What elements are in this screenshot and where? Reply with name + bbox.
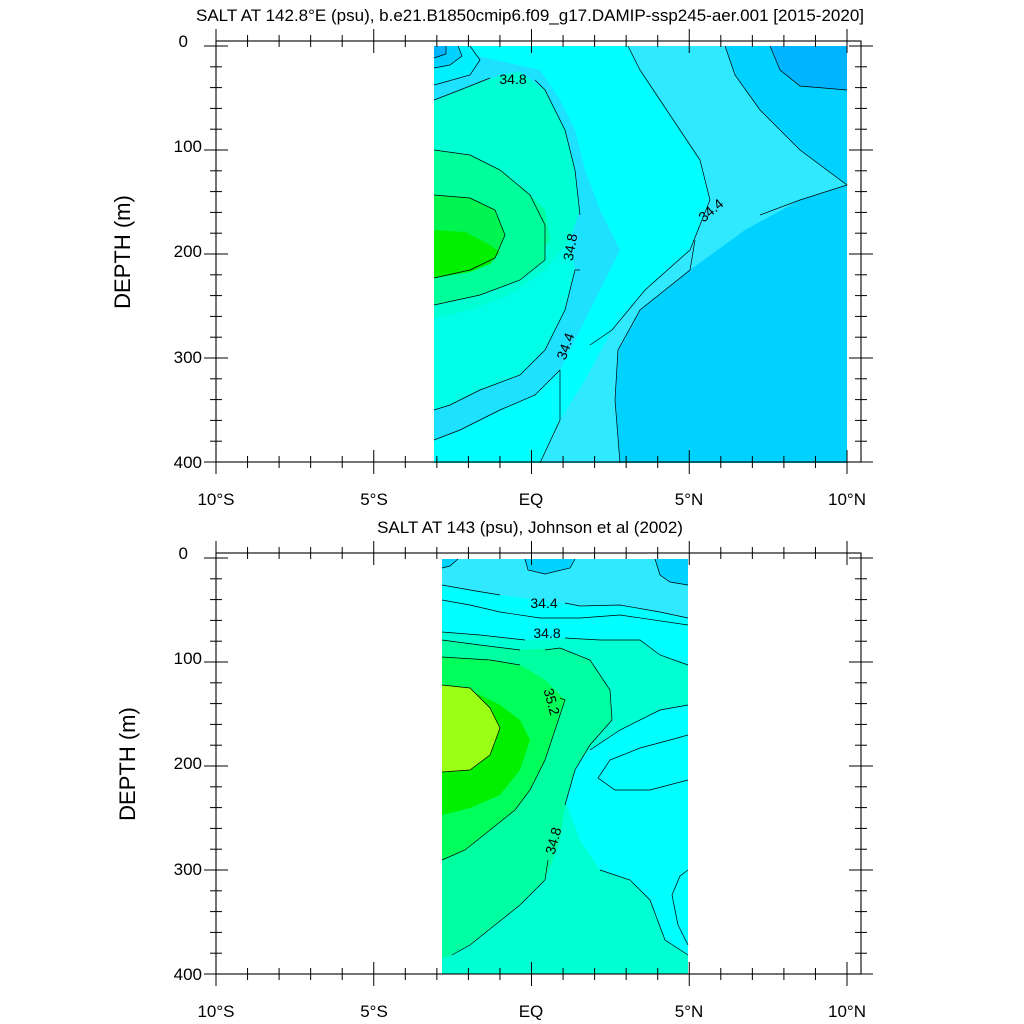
x-tick-label: 5°N — [675, 1002, 704, 1021]
panel-top-y-axis-label: DEPTH (m) — [110, 195, 135, 309]
panel-top-title: SALT AT 142.8°E (psu), b.e21.B1850cmip6.… — [196, 6, 864, 25]
x-tick-label: 10°N — [828, 490, 866, 509]
contour-label: 34.8 — [560, 232, 581, 262]
y-tick-label: 0 — [179, 32, 188, 51]
panel-top-ticks — [204, 29, 873, 474]
y-tick-label: 400 — [174, 965, 202, 984]
panel-bottom-title: SALT AT 143 (psu), Johnson et al (2002) — [377, 518, 683, 537]
y-tick-label: 300 — [174, 348, 202, 367]
panel-bottom: SALT AT 143 (psu), Johnson et al (2002) — [115, 518, 873, 1021]
y-tick-label: 100 — [174, 649, 202, 668]
panel-top-contours — [433, 45, 848, 464]
panel-bottom-field — [442, 559, 688, 974]
x-tick-label: 10°S — [197, 490, 234, 509]
panel-top: SALT AT 142.8°E (psu), b.e21.B1850cmip6.… — [110, 6, 873, 509]
panel-top-field — [434, 46, 847, 463]
contour-label: 34.8 — [499, 71, 526, 87]
panel-bottom-ticks — [204, 541, 873, 986]
panel-bottom-contour-labels: 34.4 34.8 35.2 34.8 — [530, 595, 564, 856]
y-tick-label: 200 — [174, 242, 202, 261]
y-tick-label: 400 — [174, 453, 202, 472]
panel-bottom-y-tick-labels: 0 100 200 300 400 — [174, 544, 202, 984]
panel-bottom-y-axis-label: DEPTH (m) — [115, 707, 140, 821]
x-tick-label: 5°N — [675, 490, 704, 509]
panel-bottom-x-tick-labels: 10°S 5°S EQ 5°N 10°N — [197, 1002, 866, 1021]
panel-bottom-contours — [441, 558, 689, 956]
panel-top-frame — [215, 40, 862, 463]
x-tick-label: EQ — [519, 490, 544, 509]
x-tick-label: 5°S — [360, 1002, 388, 1021]
panel-top-x-tick-labels: 10°S 5°S EQ 5°N 10°N — [197, 490, 866, 509]
contour-label: 34.8 — [533, 625, 560, 641]
x-tick-label: 10°N — [828, 1002, 866, 1021]
contour-label: 35.2 — [541, 686, 564, 717]
contour-label: 34.8 — [542, 825, 565, 856]
panel-top-y-tick-labels: 0 100 200 300 400 — [174, 32, 202, 472]
y-tick-label: 100 — [174, 137, 202, 156]
contour-label: 34.4 — [530, 595, 557, 611]
x-tick-label: 10°S — [197, 1002, 234, 1021]
y-tick-label: 300 — [174, 860, 202, 879]
x-tick-label: EQ — [519, 1002, 544, 1021]
y-tick-label: 200 — [174, 754, 202, 773]
x-tick-label: 5°S — [360, 490, 388, 509]
panel-bottom-frame — [215, 552, 862, 975]
y-tick-label: 0 — [179, 544, 188, 563]
